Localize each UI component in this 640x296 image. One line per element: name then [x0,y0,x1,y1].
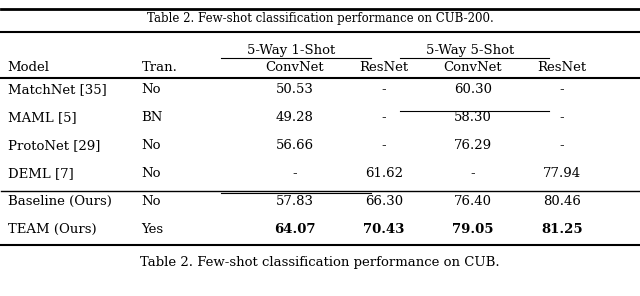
Text: Tran.: Tran. [141,62,177,75]
Text: 5-Way 5-Shot: 5-Way 5-Shot [426,44,514,57]
Text: ResNet: ResNet [359,62,408,75]
Text: -: - [470,167,476,180]
Text: No: No [141,195,161,208]
Text: No: No [141,139,161,152]
Text: 81.25: 81.25 [541,223,583,236]
Text: No: No [141,83,161,96]
Text: 50.53: 50.53 [276,83,314,96]
Text: Baseline (Ours): Baseline (Ours) [8,195,111,208]
Text: -: - [292,167,297,180]
Text: No: No [141,167,161,180]
Text: 61.62: 61.62 [365,167,403,180]
Text: ConvNet: ConvNet [444,62,502,75]
Text: 64.07: 64.07 [274,223,316,236]
Text: 5-Way 1-Shot: 5-Way 1-Shot [247,44,335,57]
Text: 76.29: 76.29 [454,139,492,152]
Text: -: - [560,83,564,96]
Text: Model: Model [8,62,50,75]
Text: 60.30: 60.30 [454,83,492,96]
Text: 76.40: 76.40 [454,195,492,208]
Text: -: - [381,139,386,152]
Text: ConvNet: ConvNet [265,62,324,75]
Text: 70.43: 70.43 [363,223,404,236]
Text: 56.66: 56.66 [275,139,314,152]
Text: ProtoNet [29]: ProtoNet [29] [8,139,100,152]
Text: 49.28: 49.28 [276,111,314,124]
Text: BN: BN [141,111,163,124]
Text: -: - [560,139,564,152]
Text: 80.46: 80.46 [543,195,581,208]
Text: TEAM (Ours): TEAM (Ours) [8,223,97,236]
Text: 79.05: 79.05 [452,223,493,236]
Text: 66.30: 66.30 [365,195,403,208]
Text: DEML [7]: DEML [7] [8,167,74,180]
Text: -: - [381,111,386,124]
Text: 58.30: 58.30 [454,111,492,124]
Text: 77.94: 77.94 [543,167,581,180]
Text: Table 2. Few-shot classification performance on CUB.: Table 2. Few-shot classification perform… [140,257,500,269]
Text: MAML [5]: MAML [5] [8,111,76,124]
Text: -: - [381,83,386,96]
Text: Table 2. Few-shot classification performance on CUB-200.: Table 2. Few-shot classification perform… [147,12,493,25]
Text: ResNet: ResNet [538,62,587,75]
Text: Yes: Yes [141,223,164,236]
Text: 57.83: 57.83 [275,195,314,208]
Text: -: - [560,111,564,124]
Text: MatchNet [35]: MatchNet [35] [8,83,106,96]
